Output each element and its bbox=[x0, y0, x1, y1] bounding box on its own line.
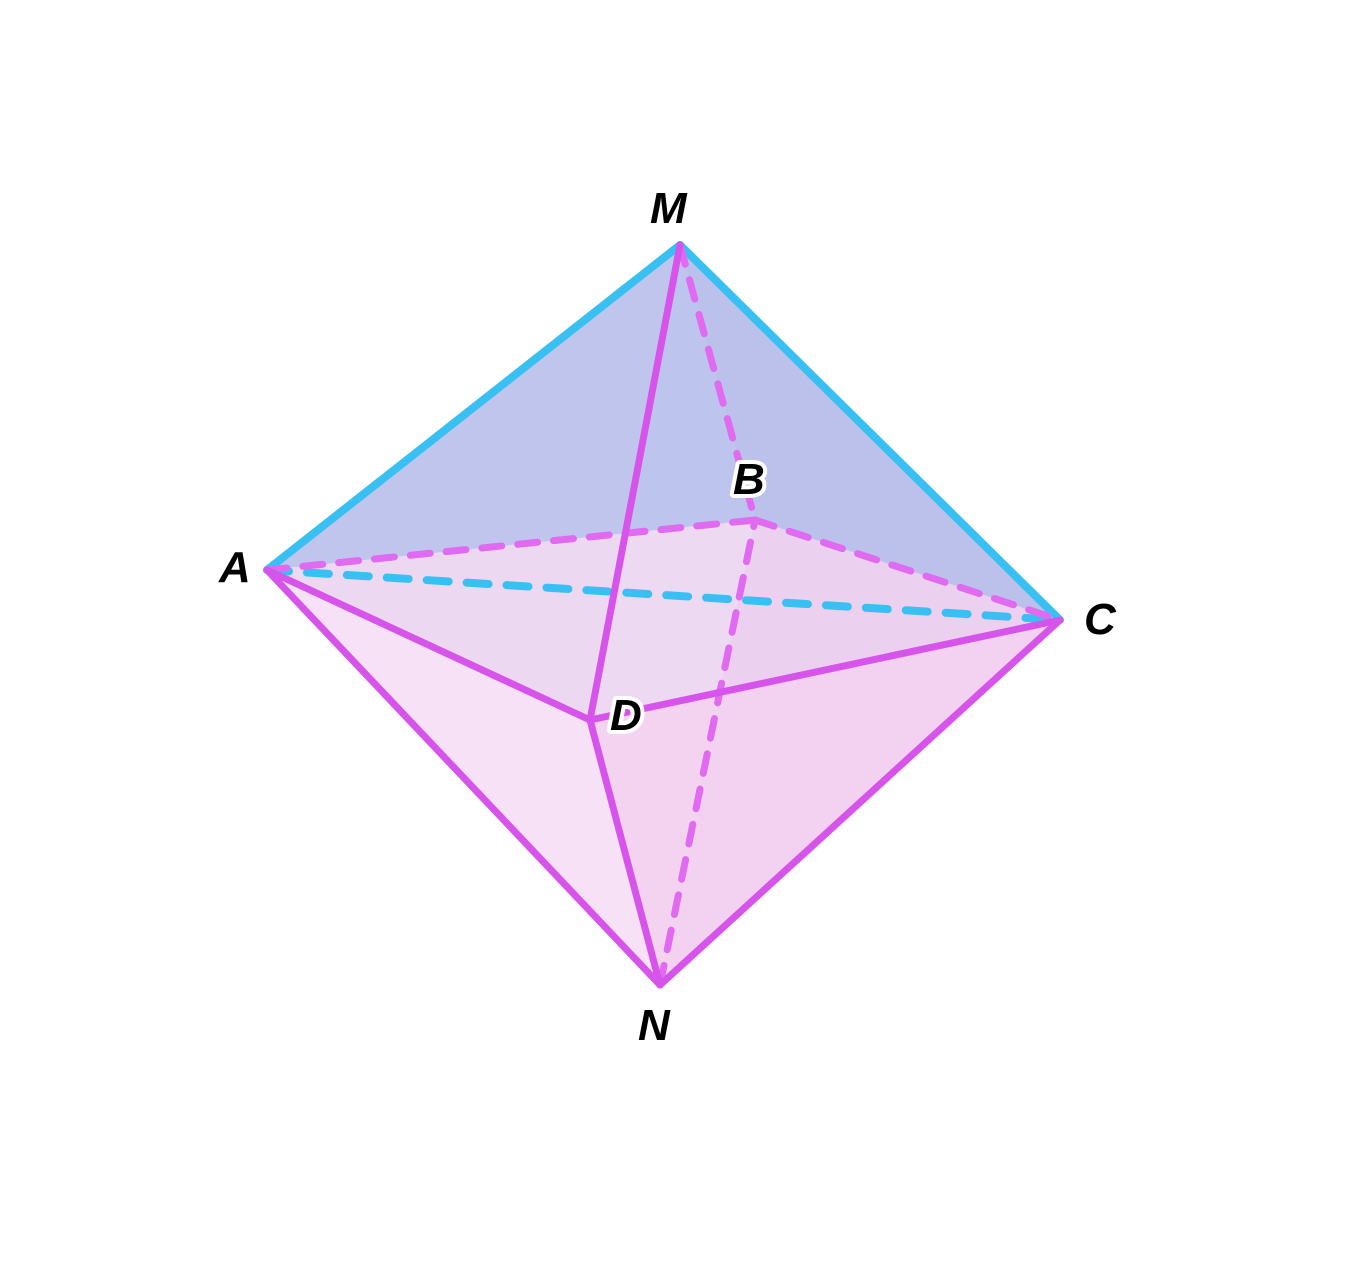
octahedron-diagram: M A B C D N bbox=[0, 0, 1350, 1273]
label-C: C bbox=[1084, 595, 1117, 644]
label-M: M bbox=[650, 184, 688, 233]
label-A: A bbox=[218, 543, 251, 592]
label-B: B bbox=[733, 455, 765, 504]
label-N: N bbox=[638, 1001, 671, 1050]
faces-group bbox=[267, 245, 1060, 985]
label-D: D bbox=[610, 691, 642, 740]
